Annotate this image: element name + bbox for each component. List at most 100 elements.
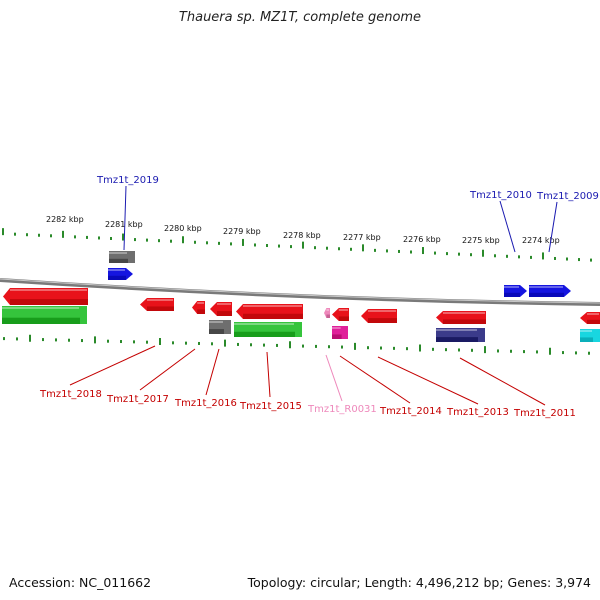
ruler-major-tick <box>484 346 486 354</box>
ruler-minor-tick <box>518 255 520 259</box>
gene-label: Tmz1t_2014 <box>379 406 442 417</box>
ruler-major-tick <box>302 241 304 249</box>
gene-feature-gray <box>209 320 231 334</box>
ruler-minor-tick <box>374 248 376 252</box>
ruler-minor-tick <box>393 346 395 350</box>
gene-feature-blue <box>529 285 571 297</box>
gene-label: Tmz1t_R0031 <box>307 404 377 415</box>
ruler-minor-tick <box>146 238 148 242</box>
ruler-minor-tick <box>120 340 122 344</box>
ruler-minor-tick <box>446 252 448 256</box>
ruler-minor-tick <box>146 340 148 344</box>
ruler-minor-tick <box>494 254 496 258</box>
ruler-major-tick <box>29 334 31 342</box>
ruler-minor-tick <box>590 258 592 262</box>
ruler-minor-tick <box>68 338 70 342</box>
ruler-minor-tick <box>263 343 265 347</box>
gene-feature-magenta <box>332 326 348 339</box>
ruler-minor-tick <box>16 337 18 341</box>
ruler-minor-tick <box>107 339 109 343</box>
gene-label: Tmz1t_2013 <box>446 407 509 418</box>
ruler-minor-tick <box>26 233 28 237</box>
ruler-minor-tick <box>14 232 16 236</box>
gene-feature-navy <box>436 328 485 342</box>
ruler-minor-tick <box>50 234 52 238</box>
genome-title: Thauera sp. MZ1T, complete genome <box>178 10 422 25</box>
gene-label: Tmz1t_2009 <box>536 191 599 202</box>
ruler-minor-tick <box>510 349 512 353</box>
gene-feature-blue <box>108 268 133 280</box>
ruler-minor-tick <box>406 347 408 351</box>
gene-label: Tmz1t_2019 <box>96 175 159 186</box>
ruler-minor-tick <box>74 235 76 239</box>
gene-label: Tmz1t_2015 <box>239 401 302 412</box>
ruler-minor-tick <box>470 253 472 257</box>
leader-line <box>548 201 558 253</box>
ruler-minor-tick <box>497 349 499 353</box>
ruler-minor-tick <box>276 343 278 347</box>
ruler-minor-tick <box>410 250 412 254</box>
ruler-major-tick <box>422 247 424 255</box>
leader-line <box>266 351 271 398</box>
ruler-minor-tick <box>110 236 112 240</box>
kbp-tick-labels: 2282 kbp 2281 kbp 2280 kbp 2279 kbp 2278 kbp… <box>46 215 560 245</box>
ruler-minor-tick <box>230 242 232 246</box>
ruler-minor-tick <box>506 254 508 258</box>
gene-feature-red <box>210 302 232 316</box>
ruler-major-tick <box>549 347 551 355</box>
gene-feature-rna <box>324 308 330 318</box>
ruler-minor-tick <box>133 340 135 344</box>
ruler-minor-tick <box>445 348 447 352</box>
ruler-major-tick <box>159 338 161 345</box>
kbp-tick-label: 2277 kbp <box>343 233 381 242</box>
ruler-minor-tick <box>198 341 200 345</box>
ruler-minor-tick <box>211 342 213 346</box>
gene-label: Tmz1t_2016 <box>174 398 237 409</box>
ruler-major-tick <box>242 238 244 246</box>
ruler-minor-tick <box>55 338 57 342</box>
gene-feature-gray <box>109 251 135 263</box>
ruler-minor-tick <box>38 233 40 237</box>
ruler-minor-tick <box>434 251 436 255</box>
ruler-minor-tick <box>98 236 100 240</box>
leader-line <box>139 348 196 391</box>
gene-feature-red <box>192 301 205 314</box>
gene-feature-blue <box>504 285 527 297</box>
label-leader-lines <box>69 185 558 406</box>
ruler-minor-tick <box>134 238 136 242</box>
ruler-minor-tick <box>523 350 525 354</box>
gene-label: Tmz1t_2018 <box>39 389 102 400</box>
accession-text: Accession: NC_011662 <box>9 575 152 590</box>
kbp-tick-label: 2278 kbp <box>283 231 321 240</box>
ruler-minor-tick <box>398 249 400 253</box>
gene-label: Tmz1t_2011 <box>513 408 576 419</box>
ruler-minor-tick <box>562 351 564 355</box>
gene-label: Tmz1t_2017 <box>106 394 169 405</box>
ruler-minor-tick <box>554 256 556 260</box>
ruler-minor-tick <box>237 342 239 346</box>
leader-line <box>377 356 479 405</box>
ruler-minor-tick <box>250 343 252 347</box>
leader-line <box>123 185 127 251</box>
ruler-major-tick <box>354 342 356 350</box>
gene-feature-red <box>140 298 174 311</box>
ruler-minor-tick <box>218 241 220 245</box>
ruler-major-tick <box>482 249 484 257</box>
ruler-major-tick <box>542 252 544 260</box>
ruler-minor-tick <box>328 345 330 349</box>
gene-feature-cyan <box>580 329 600 342</box>
ruler-major-tick <box>122 233 124 241</box>
ruler-minor-tick <box>367 346 369 350</box>
gene-feature-red <box>3 288 88 305</box>
kbp-tick-label: 2274 kbp <box>522 236 560 245</box>
gene-feature-red <box>236 304 303 319</box>
ruler-minor-tick <box>194 240 196 244</box>
ruler-minor-tick <box>458 252 460 256</box>
ruler-major-tick <box>182 236 184 244</box>
genome-summary-text: Topology: circular; Length: 4,496,212 bp… <box>247 575 591 590</box>
ruler-minor-tick <box>254 243 256 247</box>
gene-features <box>2 251 600 342</box>
ruler-minor-tick <box>386 249 388 253</box>
ruler-major-tick <box>94 336 96 344</box>
ruler-minor-tick <box>42 338 44 342</box>
